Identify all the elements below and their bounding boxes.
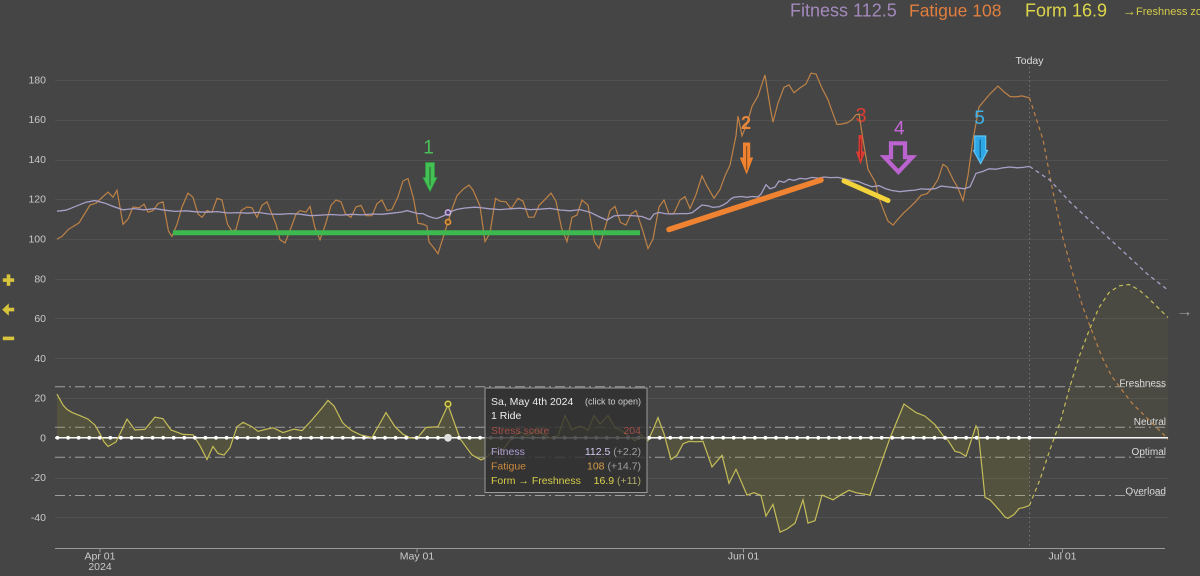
svg-text:1 Ride: 1 Ride xyxy=(491,410,522,422)
svg-text:May 01: May 01 xyxy=(400,551,435,563)
svg-text:Neutral: Neutral xyxy=(1134,417,1166,428)
svg-text:108 (+14.7): 108 (+14.7) xyxy=(587,460,641,472)
svg-text:2: 2 xyxy=(741,113,751,133)
svg-text:Fatigue: Fatigue xyxy=(491,460,526,472)
svg-text:40: 40 xyxy=(34,353,46,365)
svg-text:-20: -20 xyxy=(31,472,46,484)
svg-text:Fitness 112.5: Fitness 112.5 xyxy=(790,1,897,21)
svg-text:1: 1 xyxy=(423,138,434,159)
svg-text:120: 120 xyxy=(28,194,46,206)
svg-text:Freshness: Freshness xyxy=(1119,378,1166,389)
svg-text:80: 80 xyxy=(34,273,46,285)
svg-text:180: 180 xyxy=(28,75,46,87)
svg-text:Overload: Overload xyxy=(1125,487,1166,498)
svg-text:Form 16.9: Form 16.9 xyxy=(1025,1,1107,21)
svg-text:Apr 01: Apr 01 xyxy=(85,551,116,563)
svg-text:→: → xyxy=(1176,302,1193,321)
svg-text:Sa, May 4th 2024: Sa, May 4th 2024 xyxy=(491,396,573,408)
svg-text:Jul 01: Jul 01 xyxy=(1048,551,1076,563)
svg-text:112.5 (+2.2): 112.5 (+2.2) xyxy=(585,446,641,458)
svg-text:Today: Today xyxy=(1015,55,1044,67)
svg-text:4: 4 xyxy=(894,119,905,140)
svg-text:60: 60 xyxy=(34,313,46,325)
svg-text:Fatigue 108: Fatigue 108 xyxy=(909,1,1001,21)
svg-text:140: 140 xyxy=(28,154,46,166)
svg-text:-40: -40 xyxy=(31,512,46,524)
svg-text:→: → xyxy=(1123,4,1136,19)
svg-text:20: 20 xyxy=(34,393,46,405)
svg-text:5: 5 xyxy=(974,108,985,129)
svg-text:3: 3 xyxy=(855,105,866,127)
svg-text:Form → Freshness: Form → Freshness xyxy=(491,475,581,487)
svg-text:2024: 2024 xyxy=(88,561,112,573)
svg-text:(click to open): (click to open) xyxy=(585,397,641,407)
svg-text:160: 160 xyxy=(28,114,46,126)
svg-text:16.9 (+11): 16.9 (+11) xyxy=(594,475,641,487)
svg-text:100: 100 xyxy=(28,234,46,246)
svg-text:Freshness zone: Freshness zone xyxy=(1136,6,1200,18)
svg-text:Fitness: Fitness xyxy=(491,446,525,458)
svg-text:Stress score: Stress score xyxy=(491,425,550,437)
svg-text:Optimal: Optimal xyxy=(1132,447,1166,458)
svg-text:Jun 01: Jun 01 xyxy=(728,551,760,563)
svg-text:0: 0 xyxy=(40,432,46,444)
svg-text:204: 204 xyxy=(623,425,641,437)
